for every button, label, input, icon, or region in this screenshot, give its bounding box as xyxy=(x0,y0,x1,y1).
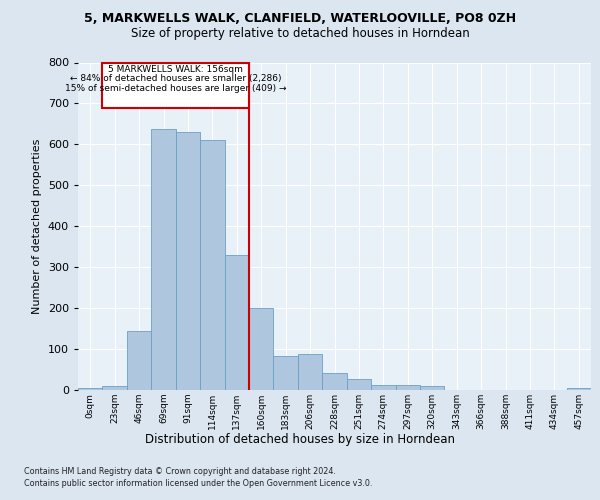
Text: Distribution of detached houses by size in Horndean: Distribution of detached houses by size … xyxy=(145,432,455,446)
Bar xyxy=(274,356,298,390)
Bar xyxy=(322,373,347,390)
Bar xyxy=(103,62,249,108)
Bar xyxy=(103,386,127,390)
Bar xyxy=(395,384,420,390)
Bar xyxy=(200,140,224,390)
Bar xyxy=(78,388,103,390)
Text: Size of property relative to detached houses in Horndean: Size of property relative to detached ho… xyxy=(131,28,469,40)
Bar xyxy=(371,385,395,390)
Text: Contains public sector information licensed under the Open Government Licence v3: Contains public sector information licen… xyxy=(24,479,373,488)
Bar xyxy=(566,388,591,390)
Bar xyxy=(176,132,200,390)
Bar xyxy=(298,354,322,390)
Bar xyxy=(420,386,445,390)
Y-axis label: Number of detached properties: Number of detached properties xyxy=(32,138,42,314)
Text: Contains HM Land Registry data © Crown copyright and database right 2024.: Contains HM Land Registry data © Crown c… xyxy=(24,468,336,476)
Bar xyxy=(127,332,151,390)
Bar xyxy=(347,380,371,390)
Text: 5 MARKWELLS WALK: 156sqm: 5 MARKWELLS WALK: 156sqm xyxy=(108,65,243,74)
Bar xyxy=(249,308,274,390)
Text: 5, MARKWELLS WALK, CLANFIELD, WATERLOOVILLE, PO8 0ZH: 5, MARKWELLS WALK, CLANFIELD, WATERLOOVI… xyxy=(84,12,516,26)
Bar xyxy=(151,129,176,390)
Text: 15% of semi-detached houses are larger (409) →: 15% of semi-detached houses are larger (… xyxy=(65,84,286,93)
Bar xyxy=(224,255,249,390)
Text: ← 84% of detached houses are smaller (2,286): ← 84% of detached houses are smaller (2,… xyxy=(70,74,281,84)
